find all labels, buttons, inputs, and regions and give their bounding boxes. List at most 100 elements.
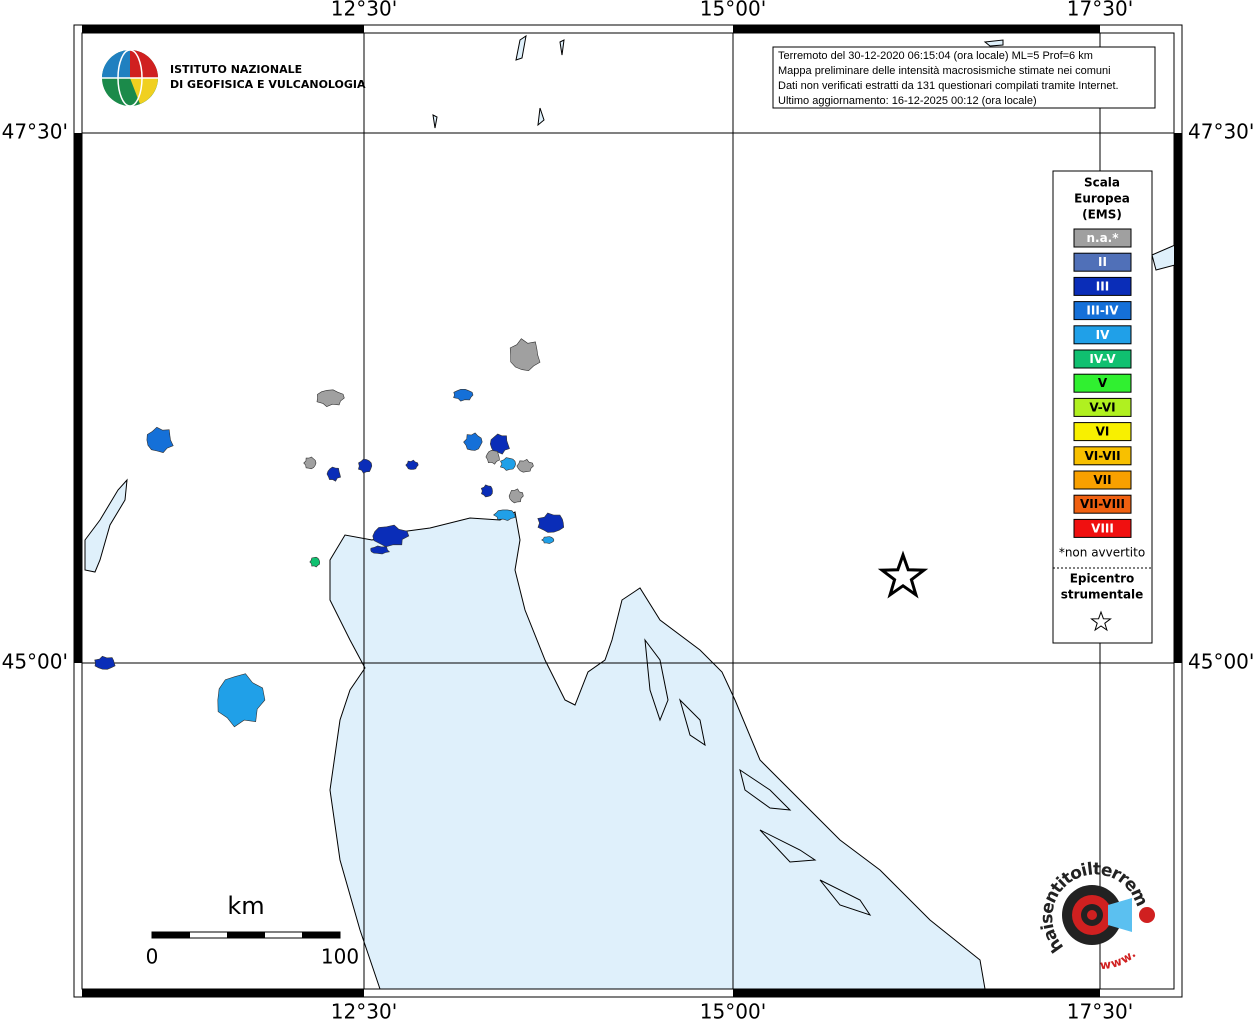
municipality bbox=[480, 484, 493, 498]
scale-label: 0 bbox=[146, 945, 159, 969]
legend-swatch bbox=[1073, 494, 1132, 514]
epicenter-title: strumentale bbox=[1061, 588, 1144, 602]
municipality bbox=[370, 545, 391, 555]
scale-seg bbox=[227, 932, 265, 938]
municipality bbox=[146, 426, 174, 453]
legend-swatch bbox=[1073, 252, 1132, 272]
municipality bbox=[509, 338, 541, 372]
municipality bbox=[516, 459, 534, 473]
municipality bbox=[508, 488, 524, 504]
lake bbox=[84, 478, 128, 573]
municipality bbox=[499, 457, 516, 471]
scale-label: 100 bbox=[321, 945, 359, 969]
logo-sector bbox=[130, 50, 158, 78]
ingv-logo: ISTITUTO NAZIONALE DI GEOFISICA E VULCAN… bbox=[102, 49, 366, 107]
municipality bbox=[217, 673, 266, 728]
municipality bbox=[372, 524, 410, 548]
legend-swatch bbox=[1073, 325, 1132, 345]
legend-label: III-IV bbox=[1086, 304, 1119, 318]
legend-label: IV bbox=[1096, 328, 1110, 342]
municipality bbox=[537, 512, 565, 533]
legend-label: II bbox=[1098, 255, 1107, 269]
municipality bbox=[453, 389, 474, 402]
legend-swatch bbox=[1073, 228, 1132, 248]
legend-swatch bbox=[1073, 422, 1132, 442]
legend-swatch bbox=[1073, 470, 1132, 490]
islands bbox=[644, 638, 872, 916]
legend-title: Europea bbox=[1074, 192, 1130, 206]
municipality bbox=[485, 449, 500, 465]
institute-name: ISTITUTO NAZIONALE bbox=[170, 63, 302, 76]
legend-swatch bbox=[1073, 373, 1132, 393]
epicenter-title: Epicentro bbox=[1070, 572, 1135, 586]
lon-label: 12°30' bbox=[331, 0, 397, 21]
municipality bbox=[316, 389, 345, 407]
legend-label: VII-VIII bbox=[1080, 497, 1125, 511]
info-line: Terremoto del 30-12-2020 06:15:04 (ora l… bbox=[778, 50, 1093, 62]
legend-label: VI-VII bbox=[1084, 449, 1120, 463]
legend: Scala Europea (EMS) *non avvertito Epice… bbox=[1052, 170, 1153, 644]
legend-star bbox=[1090, 610, 1112, 632]
legend-label: VII bbox=[1093, 473, 1111, 487]
frame-bar bbox=[82, 25, 364, 33]
legend-swatch bbox=[1073, 397, 1132, 417]
legend-label: VI bbox=[1096, 425, 1110, 439]
frame-bar bbox=[82, 989, 364, 997]
lon-label: 15°00' bbox=[700, 1000, 766, 1024]
legend-label: n.a.* bbox=[1086, 231, 1119, 245]
legend-title: (EMS) bbox=[1082, 208, 1122, 222]
logo-sector bbox=[102, 50, 130, 78]
municipality bbox=[489, 433, 510, 455]
municipality bbox=[326, 466, 341, 482]
legend-title: Scala bbox=[1084, 176, 1120, 190]
frame-bar bbox=[74, 133, 82, 663]
frame-bar bbox=[1174, 133, 1182, 663]
lon-label: 17°30' bbox=[1067, 0, 1133, 21]
municipality bbox=[493, 509, 516, 521]
epicenter bbox=[877, 550, 929, 599]
info-line: Ultimo aggiornamento: 16-12-2025 00:12 (… bbox=[778, 95, 1037, 107]
legend-note: *non avvertito bbox=[1059, 546, 1145, 560]
scale-seg bbox=[152, 932, 190, 938]
brand-megaphone bbox=[1108, 898, 1132, 932]
legend-label: III bbox=[1096, 279, 1109, 293]
lat-label: 47°30' bbox=[2, 120, 68, 144]
legend-swatch bbox=[1073, 349, 1132, 369]
legend-swatch bbox=[1073, 301, 1132, 321]
lat-label: 45°00' bbox=[2, 650, 68, 674]
municipality bbox=[541, 536, 555, 544]
scale-bar: km 0 100 bbox=[146, 892, 359, 969]
intensity-patches bbox=[94, 338, 565, 728]
lon-label: 12°30' bbox=[331, 1000, 397, 1024]
lat-label: 47°30' bbox=[1188, 120, 1254, 144]
info-line: Mappa preliminare delle intensità macros… bbox=[778, 65, 1111, 77]
lake bbox=[432, 34, 1004, 129]
legend-label: VIII bbox=[1091, 521, 1114, 535]
municipality bbox=[309, 556, 321, 568]
lat-label: 45°00' bbox=[1188, 650, 1254, 674]
municipality bbox=[405, 459, 419, 470]
municipality bbox=[94, 655, 116, 670]
info-line: Dati non verificati estratti da 131 ques… bbox=[778, 80, 1119, 92]
frame-bars bbox=[74, 25, 1182, 997]
frame-bar bbox=[733, 989, 1100, 997]
legend-label: V-VI bbox=[1089, 400, 1115, 414]
lon-label: 15°00' bbox=[700, 0, 766, 21]
institute-name: DI GEOFISICA E VULCANOLOGIA bbox=[170, 78, 366, 91]
municipality bbox=[303, 456, 317, 470]
municipality bbox=[358, 458, 373, 474]
municipality bbox=[463, 432, 483, 451]
brand-dot bbox=[1139, 907, 1155, 923]
scale-unit: km bbox=[227, 892, 264, 920]
legend-label: IV-V bbox=[1089, 352, 1116, 366]
lon-label: 17°30' bbox=[1067, 1000, 1133, 1024]
legend-swatch bbox=[1073, 446, 1132, 466]
legend-label: V bbox=[1098, 376, 1108, 390]
info-box bbox=[772, 46, 1156, 109]
legend-swatch bbox=[1073, 276, 1132, 296]
logo-sector bbox=[130, 78, 158, 104]
frame-bar bbox=[733, 25, 1100, 33]
scale-seg bbox=[302, 932, 340, 938]
